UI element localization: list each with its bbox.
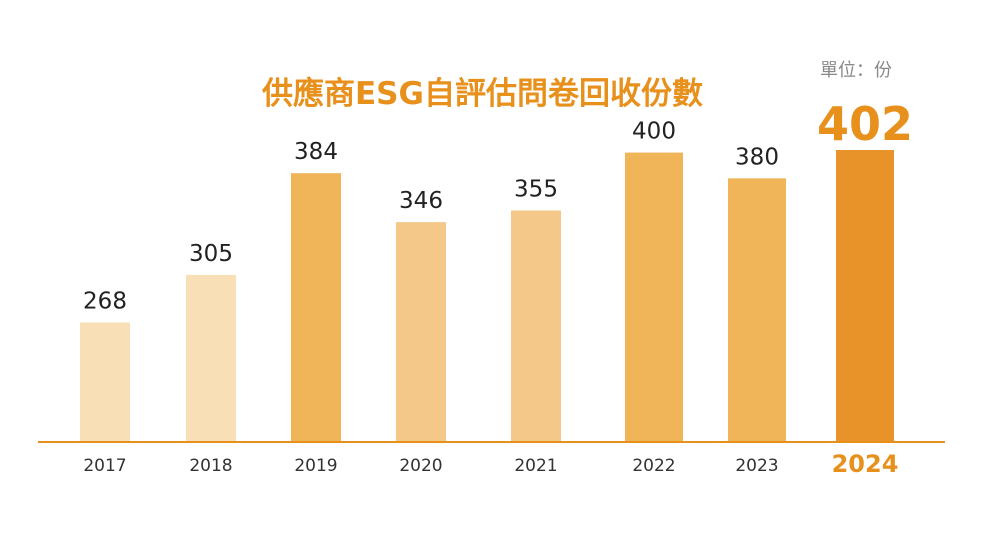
bar-2019 [291,173,341,441]
value-label: 305 [189,241,233,267]
chart-title: 供應商ESG自評估問卷回收份數 [262,76,703,112]
x-tick-label: 2020 [399,456,442,476]
value-label: 346 [399,188,443,214]
x-tick-label: 2017 [83,456,126,476]
bar-2020 [396,222,446,441]
value-label: 402 [817,97,913,151]
bar-2024 [836,150,894,441]
bar-2018 [186,274,236,441]
value-label: 384 [294,139,338,165]
x-tick-label: 2023 [735,456,778,476]
bar-2021 [511,210,561,441]
x-tick-label: 2018 [189,456,232,476]
value-label: 400 [632,119,676,145]
value-label: 268 [83,289,127,315]
x-tick-label: 2019 [294,456,337,476]
value-label: 355 [514,177,558,203]
bar-2017 [80,322,130,441]
unit-label: 單位：份 [820,60,892,81]
x-tick-label: 2021 [514,456,557,476]
x-tick-label: 2022 [632,456,675,476]
bar-2023 [728,178,786,441]
bar-2022 [625,152,683,441]
value-label: 380 [735,144,779,170]
x-tick-label: 2024 [832,450,899,478]
